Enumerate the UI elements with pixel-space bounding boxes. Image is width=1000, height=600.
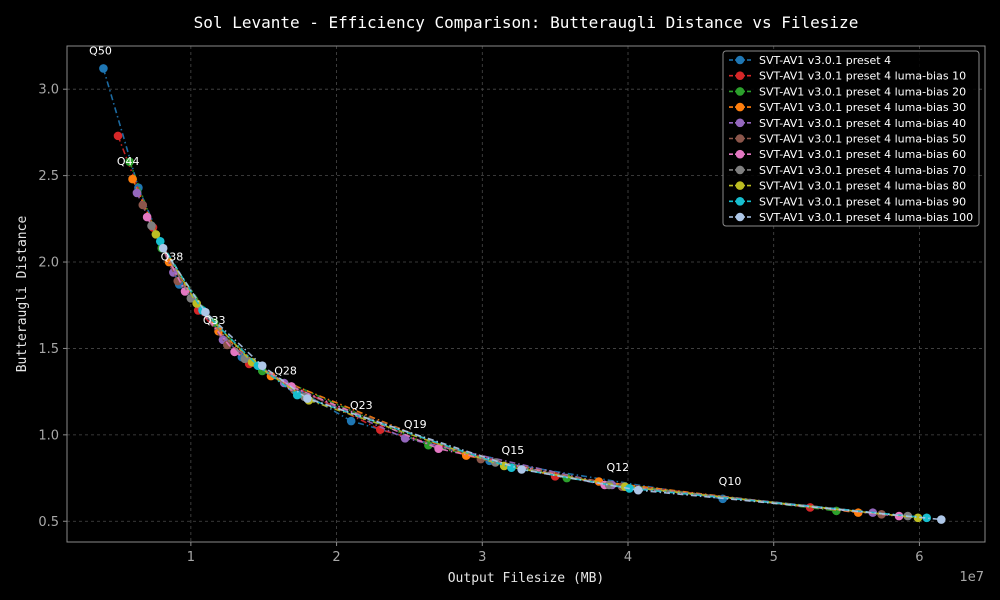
x-axis-ticks: 1 2 3 4 5 6 xyxy=(187,542,924,565)
legend-item: SVT-AV1 v3.0.1 preset 4 luma-bias 10 xyxy=(729,70,966,83)
x-tick-label: 2 xyxy=(332,550,340,565)
quality-annotation: Q33 xyxy=(203,314,226,327)
legend-item: SVT-AV1 v3.0.1 preset 4 luma-bias 80 xyxy=(729,180,966,193)
quality-annotation: Q12 xyxy=(606,461,629,474)
y-axis-label: Butteraugli Distance xyxy=(15,216,30,373)
legend-label: SVT-AV1 v3.0.1 preset 4 luma-bias 60 xyxy=(759,148,966,161)
legend-label: SVT-AV1 v3.0.1 preset 4 luma-bias 20 xyxy=(759,85,966,98)
data-point xyxy=(922,513,932,523)
legend: SVT-AV1 v3.0.1 preset 4 SVT-AV1 v3.0.1 pr… xyxy=(722,50,980,227)
x-tick-label: 6 xyxy=(915,550,923,565)
data-point xyxy=(292,390,302,400)
x-tick-label: 1 xyxy=(187,550,195,565)
legend-label: SVT-AV1 v3.0.1 preset 4 luma-bias 100 xyxy=(759,211,973,224)
quality-annotation: Q44 xyxy=(117,155,140,168)
x-tick-label: 3 xyxy=(478,550,486,565)
y-tick-label: 1.5 xyxy=(38,342,59,357)
data-point xyxy=(434,444,443,453)
legend-swatch-marker xyxy=(735,102,745,112)
legend-swatch-marker xyxy=(735,134,745,143)
y-axis-ticks: 0.5 1.0 1.5 2.0 2.5 3.0 xyxy=(38,83,67,530)
data-point xyxy=(138,200,148,210)
x-tick-label: 5 xyxy=(770,550,778,565)
y-tick-label: 1.0 xyxy=(38,428,59,443)
data-point xyxy=(257,361,267,371)
data-point xyxy=(173,276,183,286)
legend-swatch-marker xyxy=(735,165,745,175)
data-point xyxy=(125,157,134,167)
data-point xyxy=(222,340,232,350)
x-axis-offset-label: 1e7 xyxy=(959,570,984,585)
quality-annotation: Q23 xyxy=(350,399,373,412)
legend-item: SVT-AV1 v3.0.1 preset 4 luma-bias 70 xyxy=(729,164,966,177)
legend-swatch-marker xyxy=(735,55,745,65)
x-tick-label: 4 xyxy=(624,550,632,565)
legend-item: SVT-AV1 v3.0.1 preset 4 luma-bias 20 xyxy=(729,85,966,98)
data-point xyxy=(936,515,946,524)
legend-label: SVT-AV1 v3.0.1 preset 4 luma-bias 10 xyxy=(759,70,966,83)
series-layer xyxy=(99,64,946,524)
y-tick-label: 0.5 xyxy=(38,515,59,530)
quality-annotation: Q15 xyxy=(502,444,525,457)
quality-annotation: Q28 xyxy=(274,364,297,377)
quality-annotations: Q50 Q44 Q38 Q33 Q28 Q23 Q19 Q15 Q12 Q10 xyxy=(89,45,741,488)
legend-swatch-marker xyxy=(735,181,745,190)
data-point xyxy=(180,287,190,296)
data-point xyxy=(132,188,142,198)
legend-swatch-marker xyxy=(735,87,745,96)
quality-annotation: Q19 xyxy=(404,418,427,431)
legend-item: SVT-AV1 v3.0.1 preset 4 xyxy=(729,54,891,67)
legend-label: SVT-AV1 v3.0.1 preset 4 luma-bias 50 xyxy=(759,133,966,146)
quality-annotation: Q10 xyxy=(719,475,742,488)
data-point xyxy=(142,212,152,222)
data-point xyxy=(633,485,643,495)
legend-swatch-marker xyxy=(735,149,745,159)
data-point xyxy=(201,307,210,317)
legend-item: SVT-AV1 v3.0.1 preset 4 luma-bias 90 xyxy=(729,195,966,208)
legend-swatch-marker xyxy=(735,212,745,222)
data-point xyxy=(604,480,614,490)
legend-label: SVT-AV1 v3.0.1 preset 4 luma-bias 30 xyxy=(759,101,966,114)
legend-item: SVT-AV1 v3.0.1 preset 4 luma-bias 30 xyxy=(729,101,966,114)
y-tick-label: 2.5 xyxy=(38,169,59,184)
quality-annotation: Q38 xyxy=(161,250,184,263)
legend-label: SVT-AV1 v3.0.1 preset 4 luma-bias 90 xyxy=(759,195,966,208)
legend-box xyxy=(722,50,980,227)
legend-label: SVT-AV1 v3.0.1 preset 4 luma-bias 70 xyxy=(759,164,966,177)
data-point xyxy=(913,513,923,523)
data-point xyxy=(303,394,312,403)
legend-swatch-marker xyxy=(735,197,745,206)
chart-title: Sol Levante - Efficiency Comparison: But… xyxy=(194,13,859,32)
legend-swatch-marker xyxy=(735,71,745,80)
data-point xyxy=(113,131,123,141)
legend-label: SVT-AV1 v3.0.1 preset 4 xyxy=(759,54,891,67)
legend-swatch-marker xyxy=(735,118,745,128)
data-point xyxy=(517,465,526,474)
plot-frame xyxy=(66,45,986,543)
legend-item: SVT-AV1 v3.0.1 preset 4 luma-bias 60 xyxy=(729,148,966,161)
data-point xyxy=(158,243,168,253)
legend-item: SVT-AV1 v3.0.1 preset 4 luma-bias 50 xyxy=(729,133,966,146)
legend-item: SVT-AV1 v3.0.1 preset 4 luma-bias 100 xyxy=(729,211,973,224)
data-point xyxy=(151,230,161,239)
legend-label: SVT-AV1 v3.0.1 preset 4 luma-bias 80 xyxy=(759,180,966,193)
legend-label: SVT-AV1 v3.0.1 preset 4 luma-bias 40 xyxy=(759,117,966,130)
quality-annotation: Q50 xyxy=(89,45,112,58)
data-point xyxy=(147,221,156,231)
series-10 xyxy=(158,243,946,524)
legend-item: SVT-AV1 v3.0.1 preset 4 luma-bias 40 xyxy=(729,117,966,130)
data-point xyxy=(128,174,137,184)
y-tick-label: 3.0 xyxy=(38,83,59,98)
data-point xyxy=(155,236,165,246)
y-tick-label: 2.0 xyxy=(38,256,59,271)
data-point xyxy=(346,416,356,426)
x-axis-label: Output Filesize (MB) xyxy=(448,571,605,586)
data-point xyxy=(99,64,108,73)
